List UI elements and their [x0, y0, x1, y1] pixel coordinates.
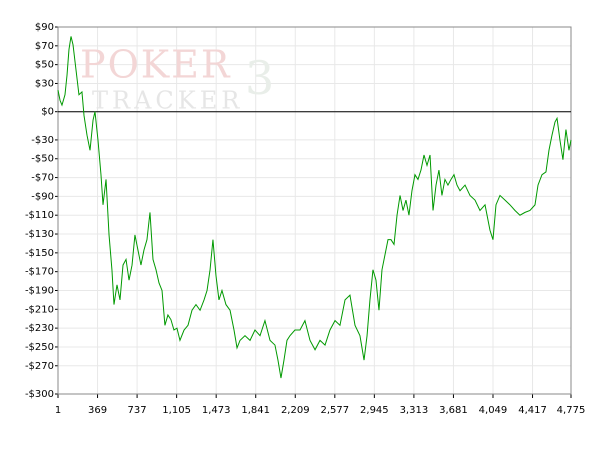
x-tick-label: 4,049	[479, 405, 508, 416]
x-tick-label: 4,417	[518, 405, 547, 416]
x-tick-label: 369	[88, 405, 107, 416]
x-tick-label: 1,105	[162, 405, 191, 416]
y-tick-label: -$90	[31, 191, 54, 202]
x-tick-label: 1,473	[202, 405, 231, 416]
plot-frame	[57, 26, 572, 395]
watermark-title: POKER	[80, 43, 231, 87]
y-tick-label: -$230	[25, 323, 54, 334]
y-tick-label: -$250	[25, 342, 54, 353]
y-tick-label: -$130	[25, 229, 54, 240]
x-tick-label: 3,681	[439, 405, 468, 416]
x-tick-label: 2,577	[320, 405, 349, 416]
watermark-subtitle: TRACKER	[92, 87, 243, 115]
y-tick-label: -$270	[25, 361, 54, 372]
y-tick-label: -$110	[25, 210, 54, 221]
y-tick-label: -$210	[25, 304, 54, 315]
x-tick-label: 1	[55, 405, 61, 416]
y-tick-label: $30	[35, 78, 54, 89]
x-tick-label: 4,775	[557, 405, 586, 416]
data-line	[57, 36, 572, 379]
y-tick-label: $70	[35, 41, 54, 52]
x-tick-label: 1,841	[241, 405, 270, 416]
y-tick-label: -$150	[25, 248, 54, 259]
watermark-version: 3	[245, 51, 274, 105]
x-tick-label: 3,313	[400, 405, 429, 416]
y-tick-label: -$70	[31, 173, 54, 184]
y-tick-label: $90	[35, 22, 54, 33]
y-tick-label: $0	[41, 107, 54, 118]
x-tick-label: 737	[128, 405, 147, 416]
y-tick-label: -$50	[31, 154, 54, 165]
y-tick-label: -$190	[25, 285, 54, 296]
x-tick-label: 2,945	[360, 405, 389, 416]
y-tick-label: $50	[35, 60, 54, 71]
x-tick-label: 2,209	[281, 405, 310, 416]
y-tick-label: -$300	[25, 389, 54, 400]
y-tick-label: -$30	[31, 135, 54, 146]
y-tick-label: -$170	[25, 267, 54, 278]
